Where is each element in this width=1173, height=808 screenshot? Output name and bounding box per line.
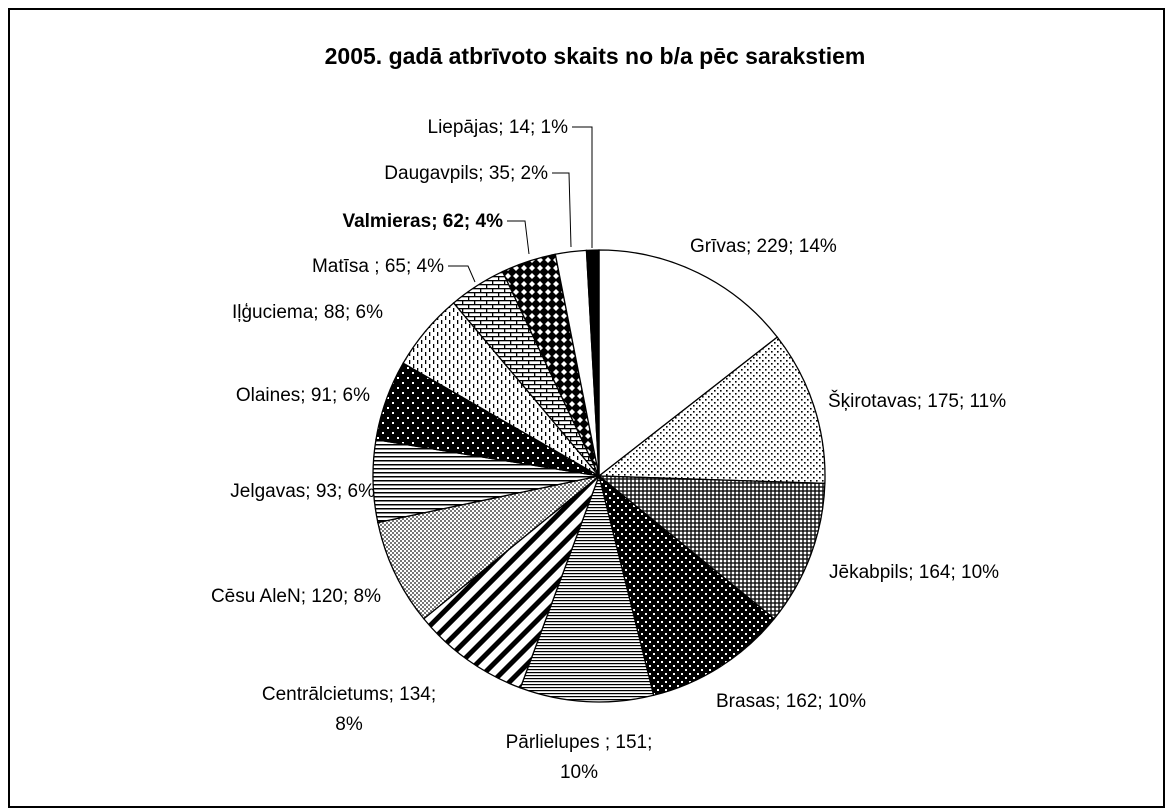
pie-slice-1 bbox=[598, 249, 779, 478]
chart-title: 2005. gadā atbrīvoto skaits no b/a pēc s… bbox=[325, 43, 866, 69]
pie-slice-7 bbox=[377, 475, 600, 620]
slice-label-5: Pārlielupes ; 151; 10% bbox=[506, 732, 653, 783]
pie-slice-14 bbox=[585, 249, 600, 477]
pie-slice-2 bbox=[597, 336, 826, 485]
slice-label-6: Centrālcietums; 134; 8% bbox=[262, 684, 436, 735]
slice-label-8: Jelgavas; 93; 6% bbox=[230, 481, 375, 502]
slice-label-3: Jēkabpils; 164; 10% bbox=[829, 562, 999, 583]
slice-label-4: Brasas; 162; 10% bbox=[716, 691, 866, 712]
slice-label-2: Šķirotavas; 175; 11% bbox=[828, 390, 1006, 412]
pie-slice-5 bbox=[519, 473, 655, 703]
pie-slice-3 bbox=[597, 475, 826, 620]
slice-label-13: Daugavpils; 35; 2% bbox=[384, 163, 548, 184]
pie-slice-6 bbox=[422, 473, 601, 689]
leader-line-11 bbox=[448, 265, 476, 283]
leader-line-12 bbox=[507, 220, 530, 255]
slice-label-10: Iļģuciema; 88; 6% bbox=[232, 302, 383, 323]
leader-lines bbox=[448, 126, 593, 283]
slice-label-12: Valmieras; 62; 4% bbox=[342, 211, 503, 232]
slice-label-14: Liepājas; 14; 1% bbox=[428, 117, 569, 138]
slice-labels: Grīvas; 229; 14% Šķirotavas; 175; 11% Jēka… bbox=[211, 117, 1006, 783]
pie-slice-4 bbox=[597, 474, 776, 697]
slice-label-1: Grīvas; 229; 14% bbox=[690, 236, 837, 257]
leader-line-13 bbox=[552, 172, 572, 248]
pie-slices bbox=[372, 249, 826, 703]
slice-label-7: Cēsu AleN; 120; 8% bbox=[211, 586, 381, 607]
slice-label-11: Matīsa ; 65; 4% bbox=[312, 256, 444, 277]
slice-label-9: Olaines; 91; 6% bbox=[236, 385, 370, 406]
leader-line-14 bbox=[572, 126, 593, 248]
